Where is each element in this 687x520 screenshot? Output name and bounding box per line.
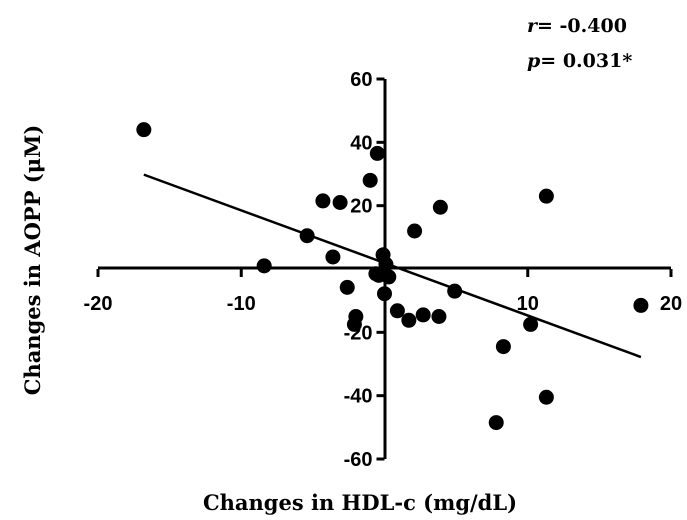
data-point <box>495 339 511 355</box>
data-point <box>369 145 385 161</box>
y-tick-label: -40 <box>344 386 373 408</box>
data-point <box>407 223 423 239</box>
r-value: = -0.400 <box>537 15 627 37</box>
p-value-annotation: p= 0.031* <box>527 50 632 72</box>
data-point <box>325 249 341 265</box>
data-point <box>447 283 463 299</box>
data-point <box>362 172 378 188</box>
data-point <box>378 256 394 272</box>
p-symbol: p <box>527 50 541 72</box>
x-tick-label: 10 <box>517 293 539 315</box>
y-tick-label: 60 <box>350 69 372 91</box>
x-tick-label: -20 <box>84 293 113 315</box>
r-symbol: r <box>527 15 539 37</box>
y-tick-label: 20 <box>350 196 372 218</box>
data-point <box>431 309 447 324</box>
y-tick-label: 40 <box>350 132 372 154</box>
data-point <box>136 122 152 138</box>
data-point <box>371 267 387 283</box>
data-point <box>488 415 504 431</box>
data-point <box>339 279 355 295</box>
y-axis-label: Changes in AOPP (μM) <box>20 125 45 396</box>
data-point <box>389 303 405 319</box>
data-point <box>256 258 272 274</box>
correlation-r-annotation: r= -0.400 <box>527 15 627 37</box>
data-point <box>299 228 315 244</box>
data-point <box>633 297 649 313</box>
data-point <box>315 193 331 209</box>
data-point <box>432 199 448 215</box>
data-point <box>377 286 392 302</box>
data-point <box>332 195 348 210</box>
y-tick-label: -60 <box>344 449 373 471</box>
data-point <box>401 312 417 328</box>
data-point <box>346 316 362 332</box>
data-point <box>415 307 431 323</box>
p-value: = 0.031* <box>540 50 632 72</box>
data-point <box>538 188 554 204</box>
data-point <box>538 389 554 405</box>
x-tick-label: 20 <box>660 293 682 315</box>
data-point <box>523 316 539 332</box>
x-axis-label: Changes in HDL-c (mg/dL) <box>203 490 517 515</box>
x-tick-label: -10 <box>227 293 256 315</box>
